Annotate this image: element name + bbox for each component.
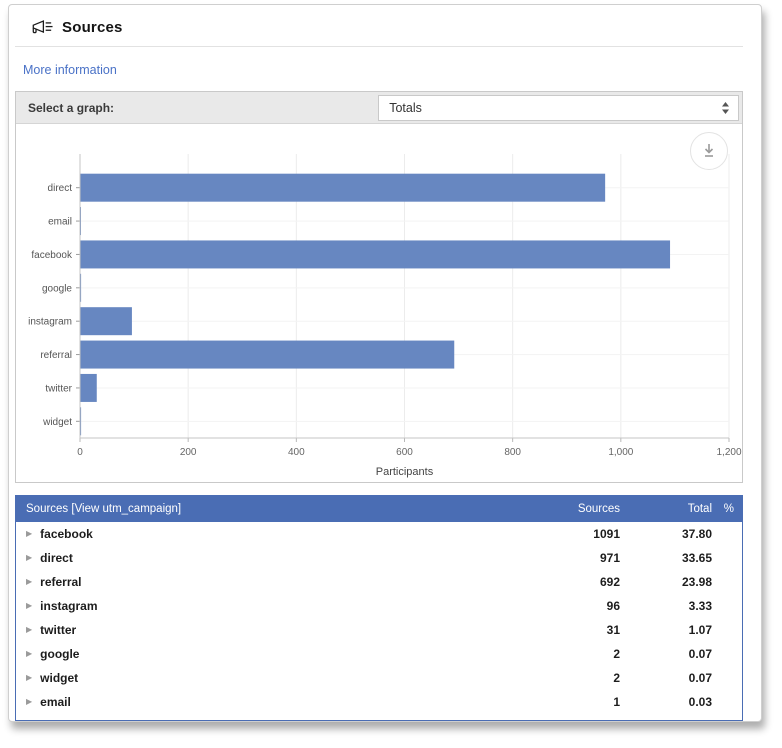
table-row-widget[interactable]: ▶ widget 2 0.07 <box>16 666 742 690</box>
source-percent: 0.07 <box>688 671 712 685</box>
expand-arrow-icon[interactable]: ▶ <box>26 697 33 706</box>
row-name-cell: ▶ email <box>26 695 530 709</box>
y-label-email: email <box>48 217 72 228</box>
expand-arrow-icon[interactable]: ▶ <box>26 553 33 562</box>
table-row-direct[interactable]: ▶ direct 971 33.65 <box>16 546 742 570</box>
chart-svg: 0 200 400 600 800 1,000 1,200 direct email facebo… <box>28 154 742 478</box>
source-name: referral <box>40 575 82 589</box>
y-label-twitter: twitter <box>45 383 72 394</box>
x-tick-label: 1,200 <box>716 447 741 458</box>
source-percent: 37.80 <box>681 527 712 541</box>
col-header-percent: % <box>723 503 734 515</box>
source-name: email <box>40 695 71 709</box>
bar-instagram[interactable] <box>80 307 132 336</box>
row-name-cell: ▶ twitter <box>26 623 530 637</box>
source-percent: 23.98 <box>681 575 712 589</box>
sources-table-body: ▶ facebook 1091 37.80 ▶ direct 971 33.65 ▶ referr… <box>16 522 742 714</box>
bar-referral[interactable] <box>80 340 455 369</box>
row-name-cell: ▶ referral <box>26 575 530 589</box>
source-count: 2 <box>613 671 620 685</box>
page-title: Sources <box>62 19 123 36</box>
more-information-link[interactable]: More information <box>23 63 117 77</box>
download-chart-button[interactable] <box>690 132 728 170</box>
source-name: instagram <box>40 599 98 613</box>
bar-google[interactable] <box>80 273 82 302</box>
card-header: Sources <box>15 11 743 47</box>
source-name: google <box>40 647 80 661</box>
source-count: 692 <box>599 575 620 589</box>
bar-direct[interactable] <box>80 173 606 202</box>
row-name-cell: ▶ facebook <box>26 527 530 541</box>
megaphone-icon <box>31 19 53 36</box>
x-tick-label: 0 <box>77 447 83 458</box>
expand-arrow-icon[interactable]: ▶ <box>26 649 33 658</box>
horizontal-bar-chart: 0 200 400 600 800 1,000 1,200 direct email facebo… <box>16 126 742 487</box>
expand-arrow-icon[interactable]: ▶ <box>26 577 33 586</box>
row-name-cell: ▶ instagram <box>26 599 530 613</box>
source-name: facebook <box>40 527 93 541</box>
source-count: 971 <box>599 551 620 565</box>
expand-arrow-icon[interactable]: ▶ <box>26 529 33 538</box>
table-row-twitter[interactable]: ▶ twitter 31 1.07 <box>16 618 742 642</box>
row-name-cell: ▶ widget <box>26 671 530 685</box>
expand-arrow-icon[interactable]: ▶ <box>26 625 33 634</box>
source-percent: 3.33 <box>688 599 712 613</box>
chart-region: 0 200 400 600 800 1,000 1,200 direct email facebo… <box>16 124 742 482</box>
source-name: direct <box>40 551 73 565</box>
bar-widget[interactable] <box>80 407 82 436</box>
sources-table: Sources [View utm_campaign] Sources Tota… <box>15 495 743 721</box>
x-tick-label: 600 <box>396 447 413 458</box>
download-icon <box>702 143 716 159</box>
x-axis-title: Participants <box>376 466 434 478</box>
source-count: 1 <box>613 695 620 709</box>
table-title[interactable]: Sources [View utm_campaign] <box>26 503 182 515</box>
source-count: 96 <box>606 599 620 613</box>
graph-panel-toolbar: Select a graph: Totals <box>16 92 742 124</box>
y-label-instagram: instagram <box>28 317 72 328</box>
x-tick-label: 400 <box>288 447 305 458</box>
y-label-facebook: facebook <box>31 250 73 261</box>
y-label-google: google <box>42 283 72 294</box>
source-percent: 0.03 <box>688 695 712 709</box>
bar-facebook[interactable] <box>80 240 671 269</box>
graph-panel: Select a graph: Totals <box>15 91 743 483</box>
x-tick-label: 200 <box>180 447 197 458</box>
source-count: 2 <box>613 647 620 661</box>
row-name-cell: ▶ google <box>26 647 530 661</box>
expand-arrow-icon[interactable]: ▶ <box>26 673 33 682</box>
select-graph-label: Select a graph: <box>28 100 115 115</box>
table-row-referral[interactable]: ▶ referral 692 23.98 <box>16 570 742 594</box>
bar-twitter[interactable] <box>80 373 97 402</box>
source-name: widget <box>40 671 79 685</box>
x-tick-label: 1,000 <box>608 447 633 458</box>
expand-arrow-icon[interactable]: ▶ <box>26 601 33 610</box>
y-label-widget: widget <box>42 417 72 428</box>
table-row-google[interactable]: ▶ google 2 0.07 <box>16 642 742 666</box>
col-header-sources: Sources <box>577 503 620 515</box>
graph-select-value: Totals <box>389 101 422 115</box>
table-row-instagram[interactable]: ▶ instagram 96 3.33 <box>16 594 742 618</box>
table-row-facebook[interactable]: ▶ facebook 1091 37.80 <box>16 522 742 546</box>
source-percent: 33.65 <box>681 551 712 565</box>
source-name: twitter <box>40 623 77 637</box>
sources-card: Sources More information Select a graph:… <box>8 4 762 722</box>
source-count: 31 <box>606 623 620 637</box>
col-header-total: Total <box>687 503 712 515</box>
source-percent: 0.07 <box>688 647 712 661</box>
source-percent: 1.07 <box>688 623 712 637</box>
y-label-direct: direct <box>48 183 73 194</box>
y-label-referral: referral <box>40 350 72 361</box>
table-row-email[interactable]: ▶ email 1 0.03 <box>16 690 742 714</box>
source-count: 1091 <box>593 527 620 541</box>
graph-type-select[interactable]: Totals <box>378 95 739 121</box>
x-tick-label: 800 <box>504 447 521 458</box>
select-updown-icon <box>721 101 730 115</box>
sources-table-header: Sources [View utm_campaign] Sources Tota… <box>16 496 742 522</box>
row-name-cell: ▶ direct <box>26 551 530 565</box>
